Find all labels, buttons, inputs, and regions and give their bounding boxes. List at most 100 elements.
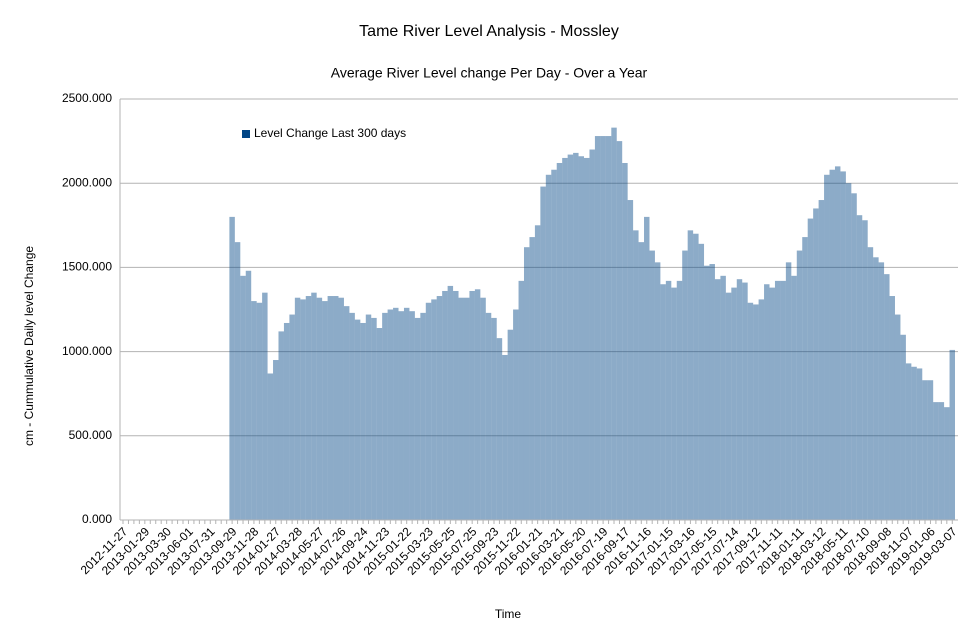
- bar: [845, 183, 852, 520]
- bar: [278, 331, 284, 520]
- bar: [714, 279, 721, 520]
- chart-subtitle: Average River Level change Per Day - Ove…: [331, 65, 648, 81]
- legend-swatch: [242, 130, 250, 138]
- bar: [338, 297, 344, 520]
- bar: [949, 349, 955, 520]
- bar: [409, 311, 415, 520]
- bar: [327, 296, 334, 520]
- x-axis-title: Time: [495, 607, 522, 621]
- bar: [944, 407, 950, 520]
- bar: [802, 237, 808, 520]
- bar: [878, 262, 885, 520]
- bar: [311, 292, 317, 520]
- bar: [649, 250, 655, 520]
- bar: [676, 280, 683, 520]
- bar: [256, 302, 263, 520]
- bar: [736, 279, 743, 520]
- bar: [567, 154, 574, 520]
- y-axis-title: cm - Cummulative Daily level Change: [22, 246, 36, 446]
- bar: [289, 314, 295, 520]
- bar: [556, 162, 563, 520]
- bar: [873, 257, 879, 520]
- bar: [251, 301, 257, 520]
- bar: [578, 156, 585, 521]
- bar: [627, 200, 634, 521]
- bar: [671, 287, 677, 520]
- bar: [594, 136, 601, 520]
- bar: [518, 280, 524, 520]
- bar: [403, 307, 410, 520]
- bar: [616, 141, 623, 520]
- bar: [753, 304, 759, 520]
- bar: [796, 250, 803, 520]
- bar: [447, 285, 454, 520]
- bar: [862, 220, 868, 521]
- bar: [469, 290, 475, 520]
- bar: [633, 230, 639, 521]
- bar: [916, 368, 923, 520]
- bar: [584, 157, 590, 520]
- y-tick-label: 2000.000: [62, 175, 112, 189]
- bar: [343, 306, 350, 520]
- bar: [622, 162, 628, 520]
- bar: [720, 275, 726, 520]
- bar: [376, 328, 383, 520]
- bar: [540, 186, 546, 520]
- bar: [474, 289, 481, 520]
- bar: [551, 169, 557, 520]
- bar: [463, 297, 470, 520]
- bar: [365, 314, 372, 520]
- bar: [894, 314, 901, 520]
- bar: [485, 312, 492, 520]
- bar: [300, 299, 306, 520]
- bar: [420, 312, 426, 520]
- bar: [725, 292, 732, 520]
- bar: [436, 296, 443, 520]
- bar: [731, 287, 737, 520]
- bar: [234, 242, 241, 520]
- bar: [851, 193, 857, 520]
- bar: [294, 297, 301, 520]
- bar: [905, 363, 912, 520]
- bar: [611, 127, 617, 521]
- bar: [316, 297, 323, 520]
- bar: [534, 225, 541, 521]
- bar: [693, 233, 699, 520]
- bar: [480, 297, 486, 520]
- bar: [922, 380, 928, 520]
- bar: [742, 282, 748, 520]
- bar: [267, 373, 274, 520]
- bar: [523, 247, 530, 520]
- bar: [824, 174, 830, 520]
- bar: [758, 299, 765, 520]
- bar: [589, 149, 595, 520]
- bar: [240, 275, 246, 520]
- bar: [709, 264, 715, 520]
- bar: [322, 301, 328, 520]
- bar: [785, 262, 792, 520]
- bar: [262, 292, 268, 520]
- chart-title: Tame River Level Analysis - Mossley: [359, 23, 619, 40]
- bar: [393, 307, 399, 520]
- bar: [829, 169, 835, 520]
- bar: [360, 322, 366, 520]
- bar: [453, 290, 459, 520]
- bar: [900, 334, 906, 520]
- bar: [496, 338, 503, 520]
- bar: [747, 302, 754, 520]
- bar: [273, 360, 279, 520]
- y-tick-label: 1500.000: [62, 260, 112, 274]
- bar: [840, 171, 846, 521]
- bar: [660, 284, 666, 520]
- bar: [414, 317, 421, 520]
- bar: [349, 312, 355, 520]
- bar: [638, 242, 645, 520]
- bar: [884, 274, 890, 520]
- bar: [807, 218, 814, 520]
- bar: [387, 309, 394, 520]
- legend-label: Level Change Last 300 days: [254, 126, 406, 140]
- bar: [245, 270, 252, 520]
- y-tick-label: 2500.000: [62, 91, 112, 105]
- bar: [305, 296, 312, 520]
